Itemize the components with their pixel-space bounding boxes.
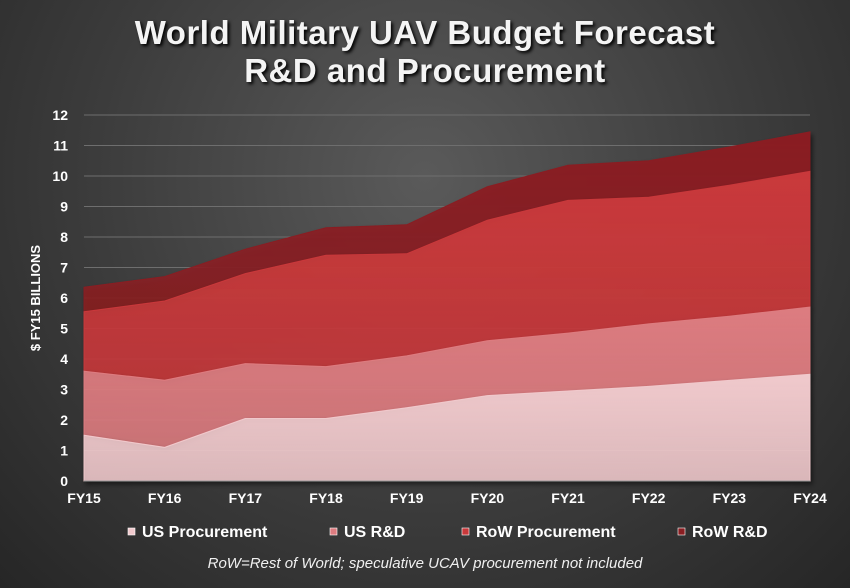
x-tick-label: FY18 (309, 490, 343, 506)
legend-label: RoW R&D (692, 524, 768, 541)
y-tick-label: 2 (60, 412, 68, 428)
legend-swatch (677, 527, 686, 536)
legend-swatch (461, 527, 470, 536)
x-tick-label: FY19 (390, 490, 424, 506)
y-tick-label: 10 (52, 168, 68, 184)
footnote: RoW=Rest of World; speculative UCAV proc… (207, 555, 643, 572)
y-tick-label: 8 (60, 229, 68, 245)
chart-title-line-2: R&D and Procurement (244, 52, 606, 89)
y-tick-label: 9 (60, 199, 68, 215)
x-tick-label: FY15 (67, 490, 101, 506)
legend-label: RoW Procurement (476, 524, 616, 541)
x-tick-label: FY20 (471, 490, 505, 506)
x-tick-label: FY17 (229, 490, 263, 506)
x-tick-label: FY21 (551, 490, 585, 506)
chart-title-line-1: World Military UAV Budget Forecast (134, 14, 716, 51)
y-tick-label: 5 (60, 321, 68, 337)
legend-swatch (127, 527, 136, 536)
chart-title: World Military UAV Budget Forecast R&D a… (0, 14, 850, 90)
y-tick-label: 4 (60, 351, 68, 367)
y-tick-label: 12 (52, 107, 68, 123)
x-tick-label: FY23 (713, 490, 747, 506)
legend-label: US Procurement (142, 524, 268, 541)
legend-label: US R&D (344, 524, 405, 541)
y-tick-label: 3 (60, 382, 68, 398)
y-tick-label: 1 (60, 443, 68, 459)
x-tick-label: FY16 (148, 490, 182, 506)
y-tick-label: 6 (60, 290, 68, 306)
legend: US Procurement US R&D RoW Procurement RoW R… (127, 524, 768, 541)
area-series (83, 131, 811, 482)
y-tick-label: 0 (60, 473, 68, 489)
y-tick-label: 11 (53, 138, 68, 154)
y-axis-label: $ FY15 BILLIONS (28, 245, 43, 352)
legend-swatch (329, 527, 338, 536)
y-tick-label: 7 (60, 260, 68, 276)
x-tick-label: FY24 (793, 490, 827, 506)
x-tick-label: FY22 (632, 490, 666, 506)
